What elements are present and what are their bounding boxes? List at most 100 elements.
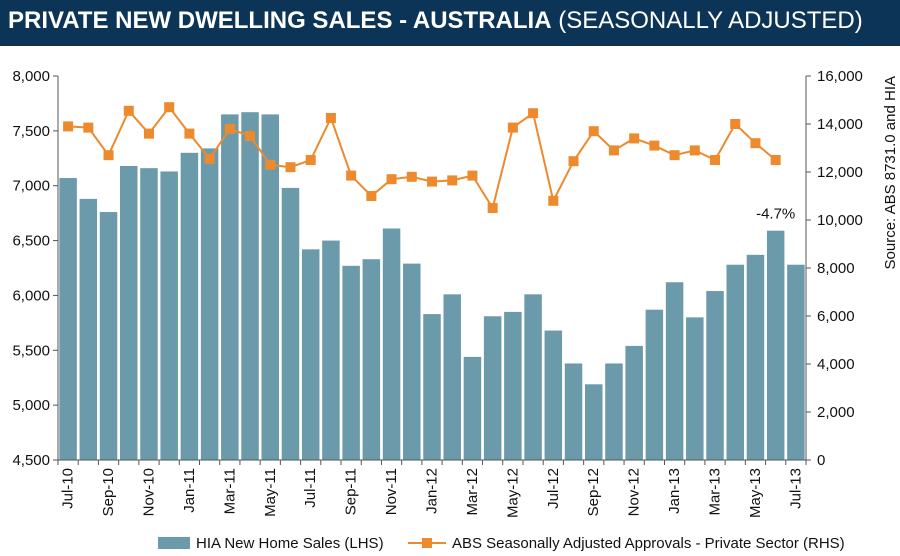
line-point: [608, 145, 619, 156]
line-point: [164, 102, 175, 113]
bar: [301, 249, 320, 460]
bar: [443, 294, 461, 460]
line-point: [507, 122, 518, 133]
y-right-tick-label: 6,000: [817, 308, 855, 325]
line-point: [123, 105, 134, 116]
line-point: [528, 108, 539, 119]
bar: [645, 309, 664, 460]
bar: [79, 198, 98, 460]
line-point: [406, 171, 417, 182]
y-right-tick-label: 12,000: [817, 164, 863, 181]
x-tick-label: Mar-13: [707, 468, 724, 516]
line-point: [568, 156, 579, 167]
x-tick-label: May-12: [504, 468, 521, 518]
line-point: [447, 175, 458, 186]
line-point: [224, 123, 235, 134]
line-point: [103, 150, 114, 161]
chart-title: PRIVATE NEW DWELLING SALES - AUSTRALIA (…: [8, 7, 863, 35]
line-point: [366, 191, 377, 201]
x-tick-label: Mar-12: [464, 468, 481, 516]
bar: [403, 263, 421, 460]
line-point: [649, 140, 660, 151]
line-point: [689, 145, 700, 156]
bar: [766, 230, 785, 460]
legend-line-label: ABS Seasonally Adjusted Approvals - Priv…: [452, 535, 845, 552]
bar: [59, 178, 77, 460]
bar: [483, 316, 502, 460]
x-tick-label: Jul-11: [302, 468, 319, 508]
y-right-tick-label: 14,000: [817, 116, 863, 133]
x-tick-label: Nov-11: [383, 468, 400, 515]
line-point: [386, 174, 397, 185]
x-tick-label: Jul-10: [60, 468, 77, 509]
y-right-tick-label: 10,000: [817, 212, 863, 229]
source-note: Source: ABS 8731.0 and HIA: [882, 76, 899, 269]
bar: [686, 317, 704, 460]
bar: [524, 294, 542, 460]
y-left-tick-label: 6,500: [12, 233, 50, 250]
line-point: [427, 176, 437, 187]
line-point: [305, 155, 316, 165]
bar: [787, 264, 805, 460]
legend-bar-label: HIA New Home Sales (LHS): [196, 535, 384, 552]
bar: [564, 363, 583, 460]
bar: [463, 356, 482, 460]
y-right-tick-label: 4,000: [817, 356, 855, 373]
bar: [382, 228, 401, 460]
bar: [160, 171, 178, 461]
x-tick-label: Jul-12: [545, 468, 562, 509]
x-tick-label: Jan-12: [424, 468, 441, 514]
line-point: [750, 138, 761, 149]
line-point: [730, 119, 741, 129]
y-right-tick-label: 2,000: [817, 404, 855, 421]
y-left-tick-label: 4,500: [12, 452, 50, 469]
bar: [665, 282, 684, 460]
bar: [342, 265, 360, 460]
bar: [140, 168, 158, 460]
bar: [625, 345, 643, 460]
bar: [120, 165, 138, 461]
bar: [261, 114, 280, 461]
bar: [99, 212, 118, 460]
y-left-tick-label: 7,500: [12, 123, 50, 140]
y-left-tick-label: 6,000: [12, 287, 50, 304]
chart-header: PRIVATE NEW DWELLING SALES - AUSTRALIA (…: [0, 0, 900, 46]
y-left-tick-label: 5,000: [12, 397, 50, 414]
bar: [504, 311, 522, 460]
x-tick-label: Nov-10: [140, 468, 157, 516]
bar: [746, 254, 765, 460]
line-point: [184, 128, 195, 139]
line-point: [710, 155, 721, 165]
legend-line-marker: [422, 538, 432, 548]
line-point: [467, 170, 478, 181]
chart-title-sub: (SEASONALLY ADJUSTED): [551, 7, 863, 34]
x-tick-label: May-11: [262, 468, 279, 517]
line-point: [63, 121, 74, 132]
line-point: [346, 170, 357, 181]
y-left-tick-label: 5,500: [12, 342, 50, 359]
line-point: [669, 150, 680, 161]
x-tick-label: Jan-11: [181, 468, 198, 513]
bar: [322, 240, 340, 460]
y-right-tick-label: 8,000: [817, 260, 855, 277]
line-point: [245, 131, 256, 141]
line-point: [770, 155, 781, 165]
y-left-tick-label: 8,000: [12, 68, 50, 85]
line-point: [285, 162, 296, 173]
bar: [706, 291, 724, 460]
bar: [281, 187, 300, 460]
x-tick-label: May-13: [747, 468, 764, 518]
line-point: [204, 153, 215, 164]
bar: [544, 330, 563, 460]
y-right-tick-label: 0: [817, 452, 825, 469]
line-point: [629, 133, 640, 144]
x-tick-label: Mar-11: [221, 468, 238, 514]
chart-title-main: PRIVATE NEW DWELLING SALES - AUSTRALIA: [8, 7, 552, 34]
line-point: [83, 122, 94, 133]
bar: [423, 314, 441, 460]
bar: [726, 264, 744, 460]
bar: [605, 363, 623, 460]
x-tick-label: Jul-13: [787, 468, 804, 509]
x-tick-label: Jan-13: [666, 468, 683, 514]
